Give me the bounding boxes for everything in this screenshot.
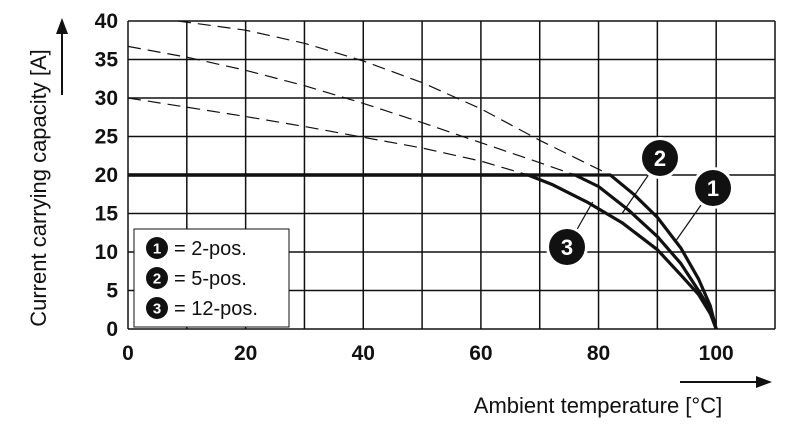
legend-label-2: = 5-pos. (174, 268, 247, 290)
legend-label-3: = 12-pos. (174, 298, 258, 320)
curves (127, 20, 718, 330)
y-tick-label: 10 (95, 241, 118, 264)
y-tick-label: 40 (95, 10, 118, 33)
axis-labels: Current carrying capacity [A] Ambient te… (26, 18, 772, 418)
legend: 1 = 2-pos. 2 = 5-pos. 3 = 12-pos. (133, 228, 290, 328)
x-axis-label: Ambient temperature [°C] (474, 393, 722, 418)
callout-badge-1 (695, 170, 731, 206)
legend-number-2: 2 (153, 271, 161, 288)
y-tick-label: 35 (95, 49, 119, 72)
y-tick-label: 5 (106, 280, 118, 303)
callout-badge-3 (549, 229, 585, 265)
x-axis-arrow (680, 376, 772, 388)
legend-badge-2 (146, 267, 168, 289)
series-3-line (128, 173, 718, 330)
callout-number-2: 2 (654, 146, 666, 171)
y-tick-label: 0 (106, 318, 118, 341)
callout-badge-2 (642, 140, 678, 176)
x-tick-label: 0 (122, 342, 134, 365)
x-tick-label: 20 (234, 342, 257, 365)
series-1-dashed-line (177, 20, 611, 176)
legend-number-3: 3 (153, 301, 161, 318)
series-2-dashed-line (127, 45, 576, 176)
legend-badge-1 (146, 237, 168, 259)
callouts: 1 2 3 (546, 137, 734, 268)
callout-number-1: 1 (707, 176, 719, 201)
x-tick-label: 80 (587, 342, 610, 365)
y-tick-label: 15 (95, 203, 119, 226)
series-2-line (128, 173, 718, 330)
x-tick-label: 60 (469, 342, 492, 365)
y-axis-arrow (56, 18, 68, 95)
series-1-line (128, 173, 718, 330)
x-tick-label: 100 (699, 342, 734, 365)
legend-badge-3 (146, 297, 168, 319)
y-axis-label: Current carrying capacity [A] (26, 49, 51, 327)
y-tick-label: 20 (95, 164, 118, 187)
y-tick-label: 25 (95, 126, 119, 149)
y-tick-label: 30 (95, 87, 118, 110)
callout-number-3: 3 (561, 235, 573, 260)
x-tick-label: 40 (352, 342, 375, 365)
tick-labels: 0 5 10 15 20 25 30 35 40 0 20 40 60 80 100 (95, 10, 734, 365)
legend-number-1: 1 (153, 241, 161, 258)
legend-label-1: = 2-pos. (174, 238, 247, 260)
series-3-dashed-line (127, 97, 529, 176)
